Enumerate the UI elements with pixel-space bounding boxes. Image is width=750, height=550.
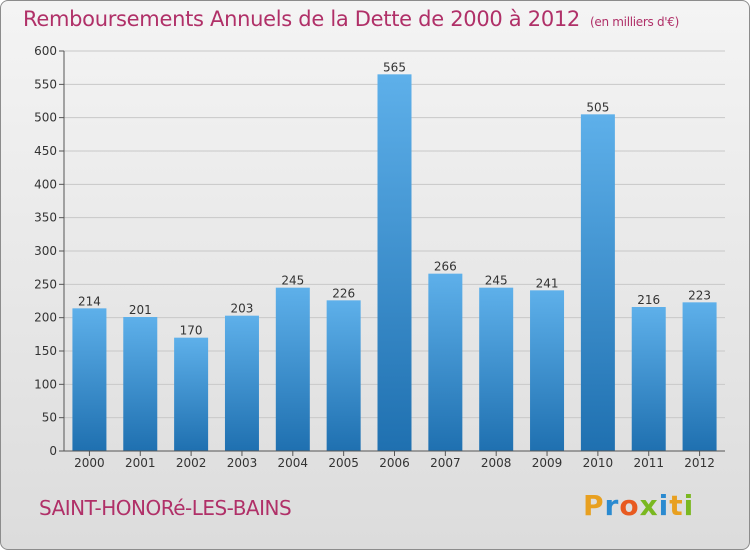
bar	[682, 302, 717, 451]
x-tick-label: 2000	[74, 456, 105, 470]
data-label: 245	[485, 274, 508, 288]
proxiti-logo: Proxiti	[583, 489, 694, 522]
brand-letter: i	[683, 489, 695, 522]
chart-title-text: Remboursements Annuels de la Dette de 20…	[23, 7, 580, 31]
y-tick-label: 250	[34, 277, 57, 291]
chart-subtitle: (en milliers d'€)	[590, 15, 680, 29]
brand-letter: i	[658, 489, 670, 522]
bar	[479, 287, 514, 451]
y-tick-label: 500	[34, 111, 57, 125]
x-tick-label: 2009	[532, 456, 563, 470]
data-label: 216	[637, 293, 660, 307]
y-tick-label: 200	[34, 311, 57, 325]
y-tick-label: 450	[34, 144, 57, 158]
bars: 214 201 170 203 245 226 565 266 245 241 505 216 223	[72, 60, 717, 451]
x-tick-label: 2001	[125, 456, 156, 470]
x-tick-label: 2010	[583, 456, 614, 470]
x-tick-label: 2002	[176, 456, 207, 470]
y-tick-label: 0	[49, 444, 57, 458]
data-label: 245	[281, 274, 304, 288]
y-axis: 0 50 100 150 200 250 300 350 400 450 500 550 600	[34, 44, 65, 458]
data-label: 201	[129, 303, 152, 317]
data-label: 223	[688, 288, 711, 302]
commune-name: SAINT-HONORé-LES-BAINS	[39, 496, 292, 520]
x-tick-label: 2004	[278, 456, 309, 470]
bar	[530, 290, 565, 451]
chart-title: Remboursements Annuels de la Dette de 20…	[23, 7, 679, 31]
brand-letter: r	[604, 489, 620, 522]
y-tick-label: 150	[34, 344, 57, 358]
data-label: 203	[231, 302, 254, 316]
bar	[174, 337, 209, 451]
data-label: 226	[332, 286, 355, 300]
data-label: 170	[180, 324, 203, 338]
data-label: 266	[434, 260, 457, 274]
x-tick-label: 2012	[684, 456, 715, 470]
x-tick-label: 2006	[379, 456, 410, 470]
x-tick-label: 2008	[481, 456, 512, 470]
data-label: 241	[536, 276, 559, 290]
bar	[631, 307, 666, 451]
brand-letter: x	[639, 489, 659, 522]
y-tick-label: 300	[34, 244, 57, 258]
y-tick-label: 350	[34, 211, 57, 225]
x-tick-label: 2003	[227, 456, 258, 470]
y-tick-label: 600	[34, 44, 57, 58]
x-tick-label: 2007	[430, 456, 461, 470]
x-tick-label: 2005	[328, 456, 359, 470]
bar	[123, 317, 158, 451]
y-tick-label: 550	[34, 77, 57, 91]
brand-letter: o	[619, 489, 640, 522]
brand-letter: P	[583, 489, 605, 522]
bar	[428, 273, 463, 451]
bar	[275, 287, 310, 451]
brand-letter: t	[669, 489, 684, 522]
data-label: 214	[78, 294, 101, 308]
bar	[224, 315, 259, 451]
y-tick-label: 50	[42, 411, 57, 425]
y-tick-label: 400	[34, 177, 57, 191]
x-tick-label: 2011	[633, 456, 664, 470]
bar	[326, 300, 361, 451]
x-axis: 2000 2001 2002 2003 2004 2005 2006 2007 2008 2009…	[64, 450, 725, 470]
bar	[580, 114, 615, 451]
data-label: 565	[383, 60, 406, 74]
y-tick-label: 100	[34, 377, 57, 391]
bar	[72, 308, 107, 451]
bar	[377, 74, 412, 451]
data-label: 505	[586, 100, 609, 114]
